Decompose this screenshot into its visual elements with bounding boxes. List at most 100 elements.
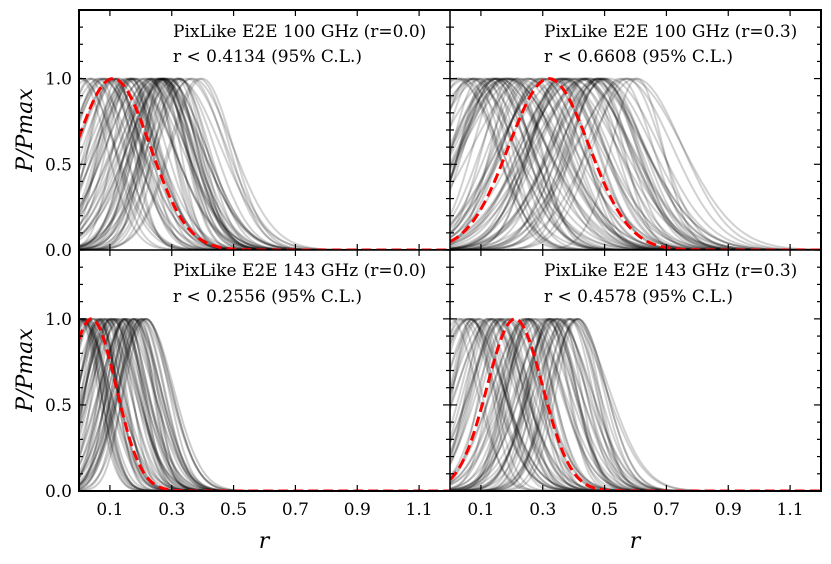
x-axis-label-left: r: [259, 529, 271, 554]
thin-likelihood-curve: [79, 318, 450, 491]
thin-likelihood-curve: [450, 318, 821, 491]
thin-likelihood-curve: [79, 77, 450, 250]
thin-likelihood-curve: [79, 77, 450, 250]
thin-likelihood-curve: [79, 317, 450, 491]
thin-likelihood-curve: [79, 317, 450, 491]
thin-likelihood-curve: [79, 317, 450, 491]
x-tick-label: 0.1: [96, 500, 123, 520]
thin-likelihood-curve: [450, 77, 821, 250]
x-tick-label: 0.9: [344, 500, 371, 520]
thin-likelihood-curve: [450, 317, 821, 491]
thin-likelihood-curve: [450, 317, 821, 491]
thin-likelihood-curve: [450, 317, 821, 491]
y-axis-label-bottom: P/Pmax: [13, 328, 38, 413]
panel-100ghz-r0: PixLike E2E 100 GHz (r=0.0) r < 0.4134 (…: [79, 22, 450, 250]
thin-likelihood-curve: [79, 317, 450, 491]
thin-likelihood-curve: [450, 77, 821, 250]
thin-likelihood-curve: [79, 317, 450, 491]
thin-likelihood-curve: [79, 317, 450, 491]
panel-100ghz-r03: PixLike E2E 100 GHz (r=0.3) r < 0.6608 (…: [450, 22, 821, 250]
thin-likelihood-curve: [450, 77, 821, 250]
thin-likelihood-curve: [450, 317, 821, 491]
thin-likelihood-curve: [79, 318, 450, 491]
thin-likelihood-curve: [450, 77, 821, 250]
thin-likelihood-curve: [450, 317, 821, 491]
thin-likelihood-curve: [79, 318, 450, 491]
thin-likelihood-curve: [450, 318, 821, 491]
thin-likelihood-curve: [79, 77, 450, 250]
thin-likelihood-curve: [450, 77, 821, 250]
x-tick-label: 0.7: [653, 500, 680, 520]
thin-likelihood-curve: [79, 77, 450, 250]
thin-likelihood-curve: [450, 317, 821, 491]
y-tick-label: 1.0: [45, 310, 72, 330]
x-axis-label-right: r: [630, 529, 642, 554]
thin-likelihood-curve: [450, 77, 821, 250]
thin-likelihood-curve: [450, 77, 821, 250]
thin-likelihood-curve: [79, 77, 450, 250]
thin-likelihood-curve: [79, 77, 450, 250]
thin-likelihood-curve: [79, 77, 450, 250]
thin-likelihood-curve: [450, 317, 821, 491]
panel-143ghz-r03: PixLike E2E 143 GHz (r=0.3) r < 0.4578 (…: [450, 261, 821, 491]
thin-likelihood-curve: [79, 317, 450, 491]
thin-likelihood-curve: [450, 317, 821, 491]
thin-likelihood-curve: [450, 317, 821, 491]
thin-likelihood-curve: [450, 317, 821, 491]
x-tick-label: 1.1: [777, 500, 804, 520]
thin-likelihood-curve: [79, 77, 450, 250]
axis-ticks: 0.0 0.5 1.0 0.0 0.5 1.0 0.1 0.3 0.5 0.7 0.9 1.1 0.1 0…: [45, 9, 821, 520]
x-tick-label: 0.7: [282, 500, 309, 520]
thin-likelihood-curve: [79, 317, 450, 491]
thin-likelihood-curve: [79, 317, 450, 491]
thin-likelihood-curve: [79, 317, 450, 491]
thin-likelihood-curve: [79, 77, 450, 250]
thin-likelihood-curve: [450, 77, 821, 250]
y-axis-label-top: P/Pmax: [13, 88, 38, 173]
thin-likelihood-curve: [450, 317, 821, 491]
thin-likelihood-curve: [79, 77, 450, 250]
thin-likelihood-curve: [79, 77, 450, 250]
thin-likelihood-curve: [450, 317, 821, 491]
thin-likelihood-curve: [450, 77, 821, 250]
thin-likelihood-curve: [450, 317, 821, 491]
thin-likelihood-curve: [79, 318, 450, 491]
thin-likelihood-curve: [79, 317, 450, 491]
thin-likelihood-curve: [450, 317, 821, 491]
thin-likelihood-curve: [79, 317, 450, 491]
x-tick-label: 0.5: [220, 500, 247, 520]
thin-likelihood-curve: [79, 317, 450, 491]
thin-likelihood-curve: [79, 77, 450, 250]
thin-likelihood-curve: [79, 317, 450, 491]
thin-likelihood-curve: [450, 77, 821, 250]
thin-likelihood-curve: [450, 77, 821, 250]
thin-likelihood-curve: [450, 317, 821, 491]
thin-likelihood-curve: [79, 317, 450, 491]
likelihood-curves: [450, 77, 821, 250]
thin-likelihood-curve: [450, 77, 821, 250]
thin-likelihood-curve: [450, 77, 821, 250]
thin-likelihood-curve: [79, 317, 450, 491]
thin-likelihood-curve: [450, 77, 821, 250]
thin-likelihood-curve: [79, 317, 450, 491]
thin-likelihood-curve: [79, 77, 450, 250]
thin-likelihood-curve: [450, 77, 821, 250]
thin-likelihood-curve: [79, 317, 450, 491]
thin-likelihood-curve: [79, 77, 450, 250]
thin-likelihood-curve: [79, 77, 450, 250]
thin-likelihood-curve: [450, 318, 821, 491]
thin-likelihood-curve: [450, 318, 821, 491]
y-tick-label: 0.0: [45, 241, 72, 261]
thin-likelihood-curve: [79, 77, 450, 250]
thin-likelihood-curve: [450, 77, 821, 250]
thin-likelihood-curve: [450, 77, 821, 250]
thin-likelihood-curve: [450, 77, 821, 250]
thin-likelihood-curve: [450, 77, 821, 250]
x-tick-label: 0.1: [467, 500, 494, 520]
thin-likelihood-curve: [79, 77, 450, 250]
thin-likelihood-curve: [79, 77, 450, 250]
y-tick-label: 0.5: [45, 396, 72, 416]
thin-likelihood-curve: [79, 77, 450, 250]
thin-likelihood-curve: [79, 317, 450, 491]
thin-likelihood-curve: [450, 317, 821, 491]
